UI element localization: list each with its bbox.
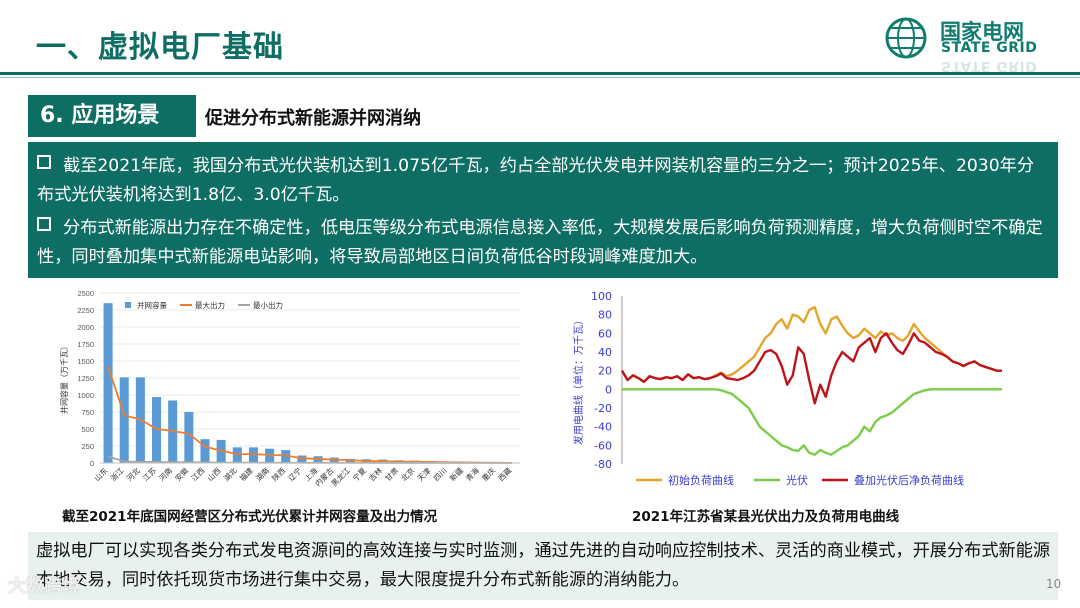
x-tick-label: 浙江 (108, 465, 126, 483)
y-tick-label: -60 (594, 439, 612, 452)
bar (265, 448, 275, 463)
bar (232, 447, 242, 463)
x-tick-label: 湖南 (253, 465, 271, 483)
pv-capacity-chart: 0 250 500 750 1000 1250 1500 1750 2000 2250 2500 并网… (59, 289, 520, 488)
section-badge: 6. 应用场景 (28, 95, 196, 137)
x-tick-label: 新疆 (447, 465, 465, 483)
slide-title: 一、虚拟电厂基础 (36, 30, 284, 65)
y-axis-label: 发用电曲线（单位：万千瓦） (572, 315, 585, 445)
y-tick-label: 2500 (77, 289, 94, 298)
x-tick-label: 四川 (432, 466, 449, 483)
logo-name: 国家电网 (940, 20, 1024, 44)
bar (297, 455, 307, 463)
y-tick-label: 0 (90, 459, 94, 468)
square-bullet-icon (37, 155, 51, 169)
x-tick-label: 吉林 (366, 465, 384, 483)
bar (281, 450, 291, 463)
y-tick-label: 100 (591, 290, 612, 303)
load-curve-chart: -80 -60 -40 -20 0 20 40 60 80 100 发用电曲线（单位：万千瓦） 初始负… (572, 290, 1002, 487)
x-tick-label: 安徽 (173, 465, 191, 483)
summary-panel (28, 532, 1058, 600)
x-tick-label: 江苏 (140, 465, 158, 483)
y-tick-label: 0 (605, 383, 612, 396)
x-tick-label: 青海 (463, 465, 481, 483)
y-tick-label: 60 (598, 327, 612, 340)
series-line (622, 388, 1002, 456)
x-tick-label: 甘肃 (383, 465, 401, 483)
x-tick-label: 山东 (92, 465, 110, 483)
y-tick-label: -40 (594, 421, 612, 434)
x-tick-label: 江西 (189, 466, 206, 483)
y-tick-label: -20 (594, 402, 612, 415)
chart-caption-left: 截至2021年底国网经营区分布式光伏累计并网容量及出力情况 (62, 509, 438, 525)
legend-label: 最大出力 (195, 300, 225, 310)
bar (152, 397, 162, 463)
y-tick-label: 2000 (77, 323, 94, 332)
bar (200, 439, 210, 463)
series-line (620, 332, 1002, 405)
y-tick-label: 80 (598, 309, 612, 322)
x-tick-label: 宁夏 (350, 465, 368, 483)
legend-label: 光伏 (786, 473, 808, 487)
logo-english: STATE GRID (941, 40, 1038, 56)
chart-caption-right: 2021年江苏省某县光伏出力及负荷用电曲线 (632, 509, 900, 525)
bar (103, 303, 113, 463)
bullet-text: 分布式新能源出力存在不确定性，低电压等级分布式电源信息接入率低，大规模发展后影响… (37, 218, 1043, 267)
bar (248, 447, 258, 463)
section-subtitle: 促进分布式新能源并网消纳 (205, 108, 421, 129)
y-tick-label: 20 (598, 365, 612, 378)
x-tick-label: 辽宁 (286, 465, 304, 483)
x-tick-label: 福建 (237, 465, 255, 483)
x-tick-label: 北京 (399, 465, 417, 483)
header-rule-thin (0, 77, 1080, 78)
series-line (620, 306, 1002, 384)
x-tick-label: 湖北 (222, 466, 239, 483)
x-tick-label: 山西 (205, 465, 223, 483)
legend-label: 叠加光伏后净负荷曲线 (854, 473, 964, 487)
y-axis-label: 并网容量（万千瓦） (59, 342, 69, 414)
bullet-item: 分布式新能源出力存在不确定性，低电压等级分布式电源信息接入率低，大规模发展后影响… (37, 214, 1047, 271)
y-tick-label: 1250 (77, 374, 94, 383)
x-tick-label: 西藏 (496, 465, 514, 483)
x-tick-label: 黑龙江 (329, 465, 352, 488)
y-tick-label: 1500 (77, 357, 94, 366)
legend-label: 最小出力 (253, 300, 283, 310)
x-tick-label: 河南 (156, 465, 174, 483)
y-tick-label: -80 (594, 458, 612, 471)
y-tick-label: 750 (81, 408, 94, 417)
square-bullet-icon (37, 217, 51, 231)
bullet-item: 截至2021年底，我国分布式光伏装机达到1.075亿千瓦，约占全部光伏发电并网装… (37, 152, 1047, 209)
y-tick-label: 1000 (77, 391, 94, 400)
bar (184, 412, 194, 463)
y-tick-label: 40 (598, 346, 612, 359)
bar (119, 377, 129, 463)
bullet-panel (28, 142, 1058, 278)
x-tick-label: 重庆 (480, 465, 498, 483)
watermark: 大数跨境 (8, 576, 80, 597)
y-tick-label: 2250 (77, 306, 94, 315)
x-tick-label: 陕西 (270, 465, 288, 483)
y-tick-label: 500 (81, 425, 94, 434)
x-tick-label: 天津 (416, 466, 433, 483)
x-tick-label: 河北 (125, 466, 142, 483)
legend-label: 初始负荷曲线 (668, 473, 734, 487)
bullet-text: 截至2021年底，我国分布式光伏装机达到1.075亿千瓦，约占全部光伏发电并网装… (37, 156, 1035, 205)
page-number: 10 (1046, 577, 1062, 591)
y-tick-label: 1750 (77, 340, 94, 349)
legend-label: 并网容量 (137, 300, 167, 310)
header-rule (0, 72, 1080, 75)
state-grid-logo (885, 17, 927, 59)
legend-swatch (125, 302, 131, 308)
summary-text: 虚拟电厂可以实现各类分布式发电资源间的高效连接与实时监测，通过先进的自动响应控制… (36, 541, 1051, 590)
y-tick-label: 250 (81, 442, 94, 451)
